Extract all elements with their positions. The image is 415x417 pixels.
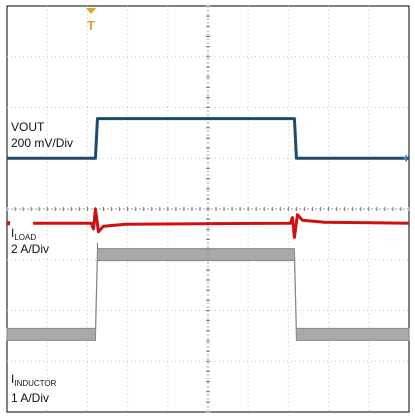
iload-name: I <box>11 226 14 240</box>
graticule-grid <box>6 5 410 413</box>
iinductor-subscript: INDUCTOR <box>14 379 56 388</box>
iload-scale: 2 A/Div <box>11 242 49 256</box>
vout-label: VOUT 200 mV/Div <box>11 120 73 150</box>
iinductor-label: IINDUCTOR 1 A/Div <box>11 372 57 405</box>
iinductor-scale: 1 A/Div <box>11 391 49 405</box>
vout-trace <box>33 207 410 239</box>
vout-name: VOUT <box>11 120 45 134</box>
iload-trace <box>7 117 409 160</box>
vout-ground-marker <box>7 221 10 226</box>
trigger-marker-label: T <box>87 18 95 33</box>
svg-text:ILOAD: ILOAD <box>11 226 36 242</box>
waveform-traces <box>6 117 410 341</box>
trigger-marker-icon <box>86 8 96 14</box>
iload-label: ILOAD 2 A/Div <box>11 226 49 256</box>
iload-subscript: LOAD <box>14 233 36 242</box>
trigger-marker: T <box>86 8 96 33</box>
vout-scale: 200 mV/Div <box>11 136 73 150</box>
svg-text:IINDUCTOR: IINDUCTOR <box>11 372 57 388</box>
iinductor-name: I <box>11 372 14 386</box>
iload-offset-marker <box>403 154 407 163</box>
